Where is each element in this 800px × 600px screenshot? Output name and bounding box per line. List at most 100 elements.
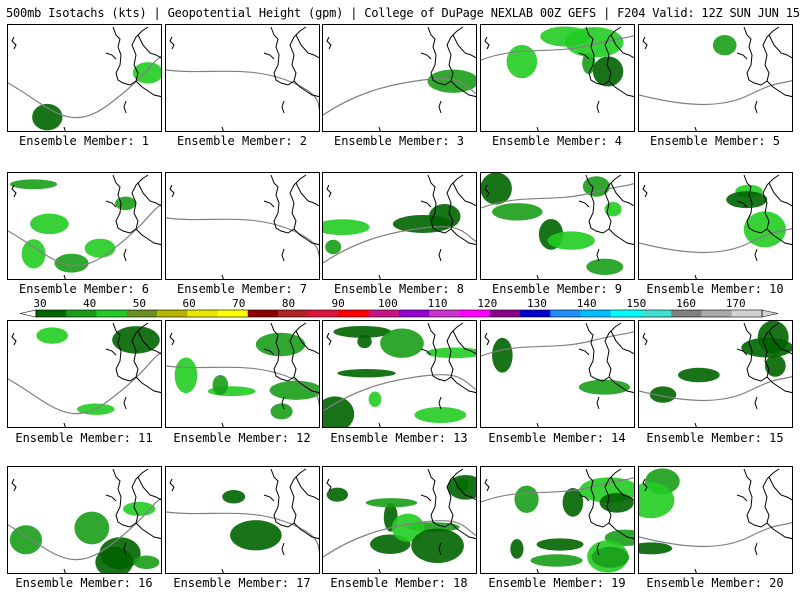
coastline xyxy=(642,26,792,131)
isotach-shading xyxy=(591,546,630,568)
isotach-shading xyxy=(391,513,425,542)
isotach-shading xyxy=(357,334,372,349)
isotach-shading xyxy=(212,374,229,396)
map-panel-19[interactable] xyxy=(480,466,635,574)
height-contour xyxy=(639,375,792,402)
isotach-shading xyxy=(514,485,539,513)
isotach-shading xyxy=(447,474,476,500)
map-panel-14[interactable] xyxy=(480,320,635,428)
colorbar-swatch xyxy=(126,310,158,317)
height-contour xyxy=(639,227,792,254)
panel-label-16: Ensemble Member: 16 xyxy=(15,576,153,590)
map-panel-9[interactable] xyxy=(480,172,635,280)
colorbar-swatch xyxy=(278,310,309,317)
isotach-shading xyxy=(115,196,137,211)
isotach-shading xyxy=(84,238,116,258)
height-contour xyxy=(481,35,634,61)
colorbar-tick-label: 30 xyxy=(33,297,47,310)
isotach-shading xyxy=(599,492,634,513)
coastline xyxy=(326,468,476,573)
map-canvas xyxy=(8,26,161,131)
colorbar-tick-label: 100 xyxy=(377,297,398,310)
height-contour xyxy=(323,520,476,558)
height-contour xyxy=(8,351,161,415)
isotach-shading xyxy=(741,337,792,358)
colorbar-tick-label: 50 xyxy=(132,297,147,310)
height-contour xyxy=(166,69,319,111)
panel-label-18: Ensemble Member: 18 xyxy=(330,576,468,590)
map-panel-8[interactable] xyxy=(322,172,477,280)
coastline xyxy=(326,174,476,279)
height-contour xyxy=(8,55,161,119)
map-panel-20[interactable] xyxy=(638,466,793,574)
colorbar-max-arrow xyxy=(761,309,779,318)
height-contour xyxy=(166,217,319,259)
map-panel-1[interactable] xyxy=(7,24,162,132)
map-panel-7[interactable] xyxy=(165,172,320,280)
colorbar-swatch xyxy=(701,310,733,317)
isotach-shading xyxy=(592,56,624,87)
map-canvas xyxy=(323,322,476,427)
isotach-shading xyxy=(365,498,418,508)
isotach-shading xyxy=(411,528,464,564)
colorbar-tick-label: 160 xyxy=(676,297,696,310)
isotach-shading xyxy=(426,347,476,359)
map-panel-3[interactable] xyxy=(322,24,477,132)
map-panel-6[interactable] xyxy=(7,172,162,280)
height-contour xyxy=(323,226,476,264)
isotach-shading xyxy=(222,490,246,504)
isotach-shading xyxy=(649,386,677,403)
colorbar-tick-label: 90 xyxy=(331,297,345,310)
isotach-shading xyxy=(174,357,198,394)
map-panel-10[interactable] xyxy=(638,172,793,280)
height-contour xyxy=(481,331,634,357)
map-panel-16[interactable] xyxy=(7,466,162,574)
map-canvas xyxy=(8,322,161,427)
isotach-shading xyxy=(9,179,58,190)
colorbar-tick-label: 130 xyxy=(527,297,547,310)
isotach-shading xyxy=(481,173,512,205)
colorbar-tick-label: 70 xyxy=(232,297,246,310)
colorbar-swatch xyxy=(338,310,370,317)
isotach-shading xyxy=(255,332,306,357)
map-panel-18[interactable] xyxy=(322,466,477,574)
isotach-shading xyxy=(586,258,624,276)
panel-label-1: Ensemble Member: 1 xyxy=(18,134,150,148)
panel-label-14: Ensemble Member: 14 xyxy=(488,431,626,445)
map-panel-4[interactable] xyxy=(480,24,635,132)
panel-label-12: Ensemble Member: 12 xyxy=(173,431,311,445)
map-canvas xyxy=(323,174,476,279)
panel-label-13: Ensemble Member: 13 xyxy=(330,431,468,445)
panel-label-15: Ensemble Member: 15 xyxy=(646,431,784,445)
colorbar-swatch xyxy=(308,310,339,317)
map-canvas xyxy=(166,174,319,279)
colorbar-swatch xyxy=(368,310,400,317)
panel-label-2: Ensemble Member: 2 xyxy=(176,134,308,148)
map-canvas xyxy=(639,468,792,573)
map-panel-15[interactable] xyxy=(638,320,793,428)
map-panel-17[interactable] xyxy=(165,466,320,574)
map-panel-2[interactable] xyxy=(165,24,320,132)
colorbar-tick-label: 150 xyxy=(626,297,647,310)
panel-label-3: Ensemble Member: 3 xyxy=(333,134,465,148)
isotach-shading xyxy=(547,231,595,250)
map-panel-5[interactable] xyxy=(638,24,793,132)
map-panel-13[interactable] xyxy=(322,320,477,428)
map-canvas xyxy=(481,322,634,427)
isotach-shading xyxy=(639,482,675,519)
coastline xyxy=(642,468,792,573)
colorbar-swatch xyxy=(187,310,218,317)
map-panel-11[interactable] xyxy=(7,320,162,428)
map-canvas xyxy=(481,173,634,279)
height-contour xyxy=(8,497,161,561)
height-contour xyxy=(166,511,319,553)
isotach-shading xyxy=(578,379,631,395)
map-panel-12[interactable] xyxy=(165,320,320,428)
map-canvas xyxy=(166,26,319,131)
height-contour xyxy=(639,79,792,106)
isotach-shading xyxy=(582,52,596,75)
isotach-shading xyxy=(530,554,583,567)
coastline xyxy=(11,26,161,131)
coastline xyxy=(169,174,319,279)
colorbar-swatch xyxy=(671,310,702,317)
